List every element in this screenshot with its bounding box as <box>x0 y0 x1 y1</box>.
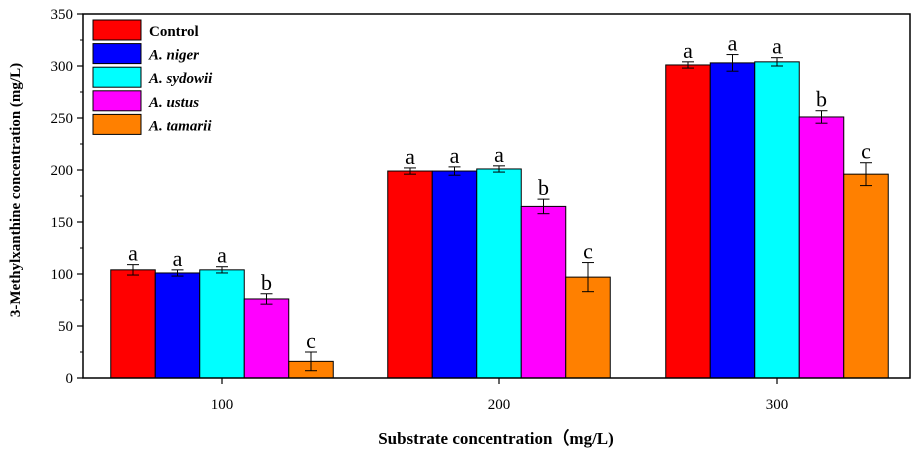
bar <box>387 170 433 379</box>
legend-swatch <box>92 43 142 65</box>
significance-label: a <box>683 38 693 63</box>
significance-label: a <box>728 31 738 56</box>
bar <box>798 116 845 379</box>
significance-label: a <box>128 241 138 266</box>
significance-label: c <box>861 139 871 164</box>
bar <box>154 272 201 379</box>
y-tick-label: 300 <box>51 59 74 75</box>
significance-label: c <box>583 239 593 264</box>
y-tick-label: 50 <box>58 319 73 335</box>
y-tick-label: 200 <box>51 163 74 179</box>
bar <box>520 205 567 379</box>
x-tick-label: 200 <box>488 397 511 413</box>
bar <box>110 269 156 379</box>
y-axis-label: 3-Methylxanthine concentration (mg/L) <box>8 63 24 317</box>
legend: Control A. niger A. sydowii A. ustus A. tama… <box>92 19 213 135</box>
bar <box>665 64 711 379</box>
bar <box>843 173 889 379</box>
y-tick-label: 0 <box>66 371 74 387</box>
legend-entry: A. sydowii <box>148 71 213 87</box>
legend-swatch <box>92 113 142 135</box>
legend-swatch <box>92 66 142 88</box>
bars-layer: a a a b c a a a b c a a a b c <box>110 31 889 379</box>
legend-swatch <box>92 19 142 41</box>
x-tick-label: 100 <box>211 397 234 413</box>
legend-entry: Control <box>149 24 199 40</box>
bar <box>199 269 245 379</box>
x-axis-label: Substrate concentration（mg/L) <box>378 428 614 448</box>
axes-layer: 0 50 100 150 200 250 300 350 100 200 300 <box>51 7 911 413</box>
x-tick-label: 300 <box>766 397 789 413</box>
significance-label: a <box>405 144 415 169</box>
significance-label: a <box>450 143 460 168</box>
y-tick-label: 350 <box>51 7 74 23</box>
significance-label: a <box>173 246 183 271</box>
significance-label: a <box>217 243 227 268</box>
significance-label: a <box>494 142 504 167</box>
bar <box>565 276 611 379</box>
significance-label: c <box>306 328 316 353</box>
significance-label: b <box>816 87 827 112</box>
legend-entry: A. ustus <box>148 95 199 111</box>
significance-label: b <box>261 270 272 295</box>
legend-swatch <box>92 90 142 112</box>
bar <box>431 170 478 379</box>
y-tick-label: 100 <box>51 267 74 283</box>
legend-entry: A. niger <box>148 48 199 64</box>
bar <box>476 168 522 379</box>
legend-entry: A. tamarii <box>148 118 212 134</box>
bar <box>754 61 800 379</box>
significance-label: b <box>538 175 549 200</box>
y-tick-label: 250 <box>51 111 74 127</box>
significance-label: a <box>772 34 782 59</box>
bar <box>709 62 756 379</box>
bar <box>243 298 290 379</box>
y-tick-label: 150 <box>51 215 74 231</box>
